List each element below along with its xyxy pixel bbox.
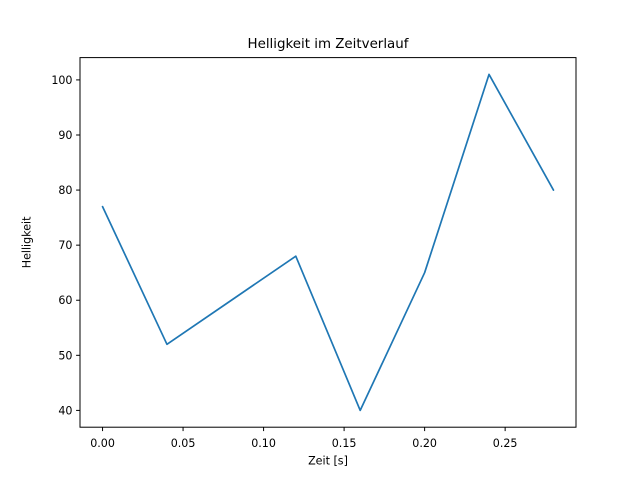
x-tick-label: 0.00 — [90, 437, 115, 450]
y-tick-label: 40 — [58, 404, 72, 417]
y-tick-label: 70 — [58, 239, 72, 252]
y-ticks — [76, 79, 80, 411]
x-tick-label: 0.25 — [493, 437, 518, 450]
y-tick-label: 60 — [58, 294, 72, 307]
x-tick-labels: 0.00 0.05 0.10 0.15 0.20 0.25 — [90, 437, 517, 450]
x-tick-label: 0.05 — [171, 437, 196, 450]
x-axis-label: Zeit [s] — [308, 455, 348, 468]
x-tick-label: 0.10 — [251, 437, 276, 450]
plot-area — [79, 57, 577, 428]
y-tick-label: 50 — [58, 349, 72, 362]
y-axis-label: Helligkeit — [21, 216, 34, 268]
y-tick-labels: 40 50 60 70 80 90 100 — [51, 74, 72, 417]
chart-title: Helligkeit im Zeitverlauf — [248, 37, 409, 52]
y-tick-label: 90 — [58, 129, 72, 142]
y-tick-label: 80 — [58, 184, 72, 197]
x-tick-label: 0.15 — [332, 437, 357, 450]
x-ticks — [102, 427, 506, 432]
data-line-series — [101, 73, 555, 412]
y-tick-label: 100 — [51, 74, 72, 87]
x-tick-label: 0.20 — [412, 437, 437, 450]
